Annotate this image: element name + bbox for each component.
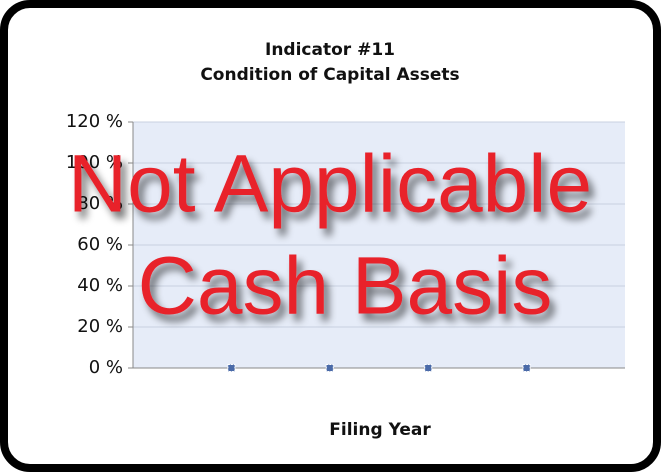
y-tick-label: 100 % bbox=[66, 152, 123, 173]
marker bbox=[325, 364, 334, 372]
marker bbox=[227, 364, 236, 372]
y-tick-label: 80 % bbox=[77, 193, 123, 214]
marker bbox=[522, 364, 531, 372]
chart-title: Condition of Capital Assets bbox=[200, 65, 459, 85]
chart-title: Indicator #11 bbox=[265, 40, 395, 60]
overlay: Not Applicable Cash Basis bbox=[68, 139, 592, 332]
y-tick-label: 40 % bbox=[77, 275, 123, 296]
annotation: Cash Basis bbox=[138, 241, 553, 332]
y-tick-label: 20 % bbox=[77, 316, 123, 337]
x-axis-label: Filing Year bbox=[329, 420, 431, 440]
annotation: Not Applicable bbox=[68, 139, 592, 230]
y-tick-label: 60 % bbox=[77, 234, 123, 255]
marker bbox=[424, 364, 433, 372]
y-tick-label: 0 % bbox=[89, 357, 123, 378]
y-tick-label: 120 % bbox=[66, 111, 123, 132]
marks: 0 % 20 % 40 % 60 % 80 % 100 % 120 % bbox=[66, 111, 625, 378]
